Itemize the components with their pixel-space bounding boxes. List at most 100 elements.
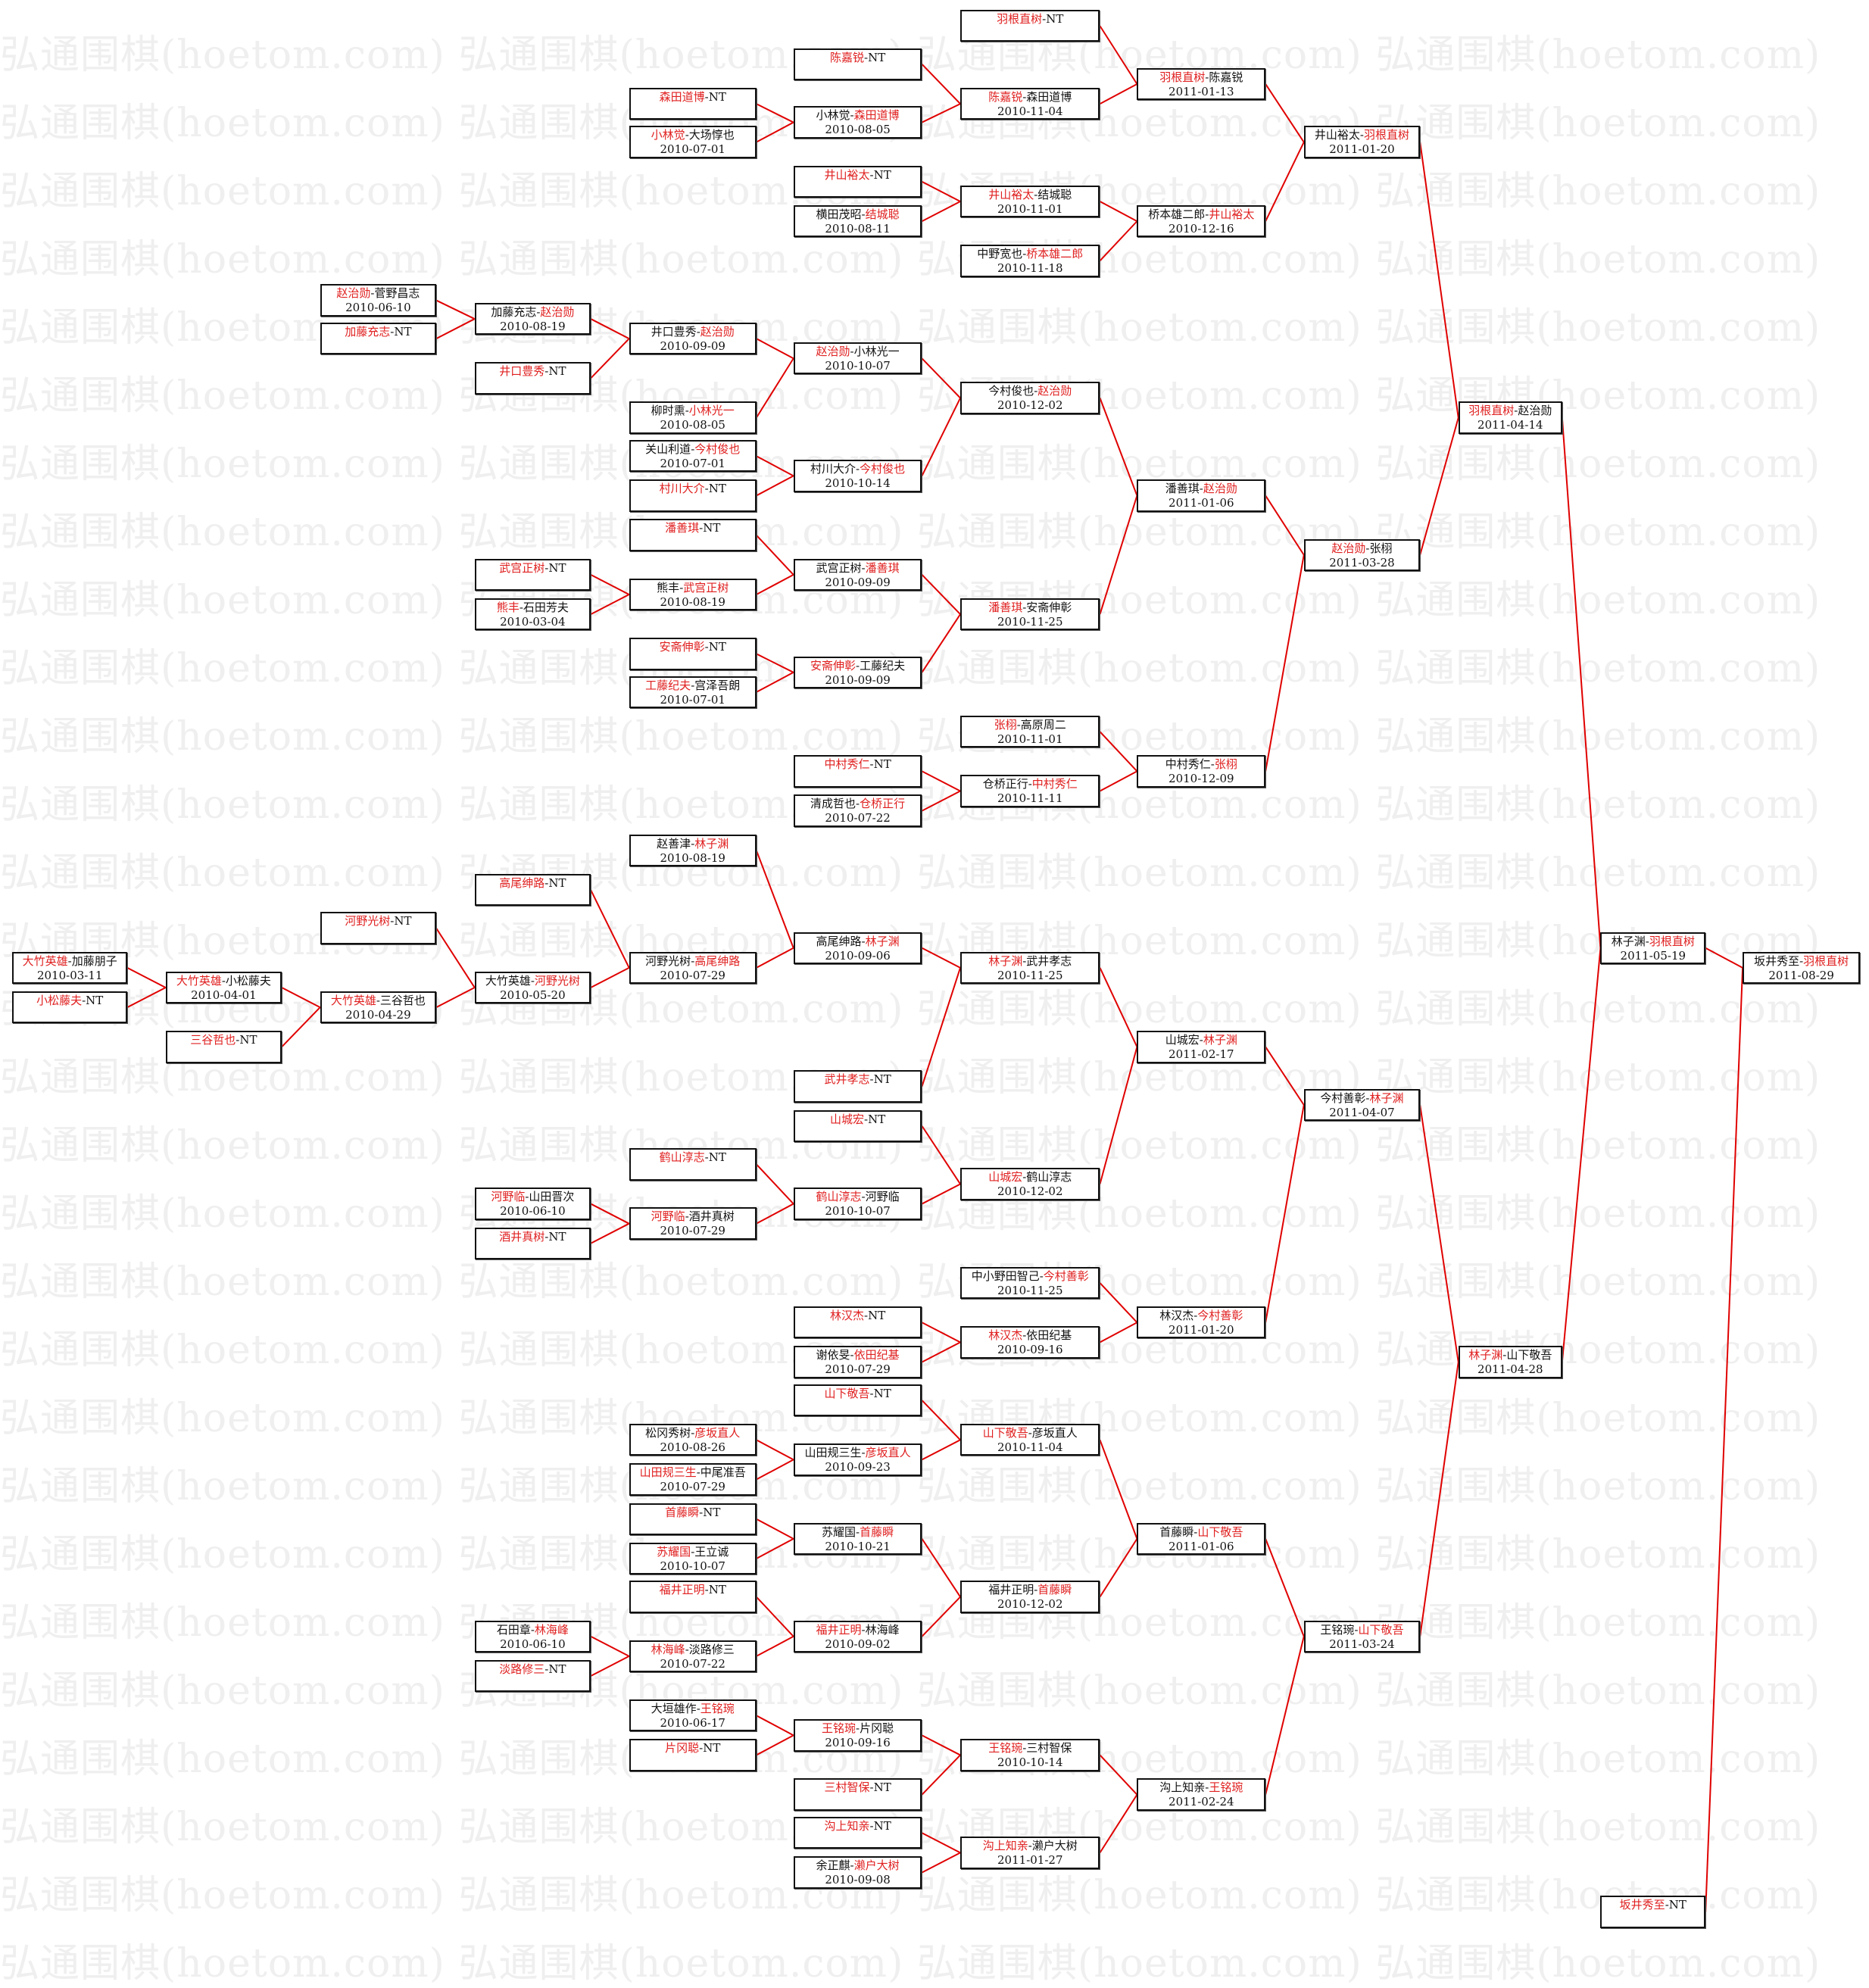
match-box[interactable]: 熊丰-石田芳夫 2010-03-04 <box>474 598 591 631</box>
match-box[interactable]: 加藤充志-NT <box>320 322 437 355</box>
match-box[interactable]: 井口豊秀-NT <box>474 362 591 395</box>
match-box[interactable]: 羽根直树-陈嘉锐 2011-01-13 <box>1137 67 1266 101</box>
match-box[interactable]: 坂井秀至-NT <box>1600 1896 1706 1928</box>
match-box[interactable]: 林子渊-武井孝志 2010-11-25 <box>960 951 1100 985</box>
match-box[interactable]: 首藤瞬-NT <box>629 1503 757 1535</box>
match-box[interactable]: 小松藤夫-NT <box>12 991 128 1024</box>
match-box[interactable]: 三村智保-NT <box>793 1778 922 1811</box>
match-box[interactable]: 山城宏-鹤山淳志 2010-12-02 <box>960 1168 1100 1200</box>
match-box[interactable]: 大竹英雄-小松藤夫 2010-04-01 <box>165 971 282 1004</box>
match-box[interactable]: 山田规三生-彦坂直人 2010-09-23 <box>793 1443 922 1476</box>
match-box[interactable]: 王铭琬-片冈聪 2010-09-16 <box>793 1719 922 1752</box>
match-box[interactable]: 淡路修三-NT <box>474 1659 591 1693</box>
match-box[interactable]: 羽根直树-NT <box>960 10 1100 42</box>
match-box[interactable]: 今村善彰-林子渊 2011-04-07 <box>1303 1088 1421 1122</box>
match-box[interactable]: 中小野田智己-今村善彰 2010-11-25 <box>960 1266 1100 1300</box>
match-box[interactable]: 潘善琪-NT <box>629 519 757 551</box>
match-box[interactable]: 林汉杰-依田纪基 2010-09-16 <box>960 1326 1100 1359</box>
match-box[interactable]: 河野临-山田晋次 2010-06-10 <box>474 1187 591 1220</box>
match-box[interactable]: 赵治勋-张栩 2011-03-28 <box>1303 538 1421 571</box>
player-1: 沟上知亲 <box>1159 1780 1206 1795</box>
match-box[interactable]: 鹤山淳志-NT <box>629 1148 757 1181</box>
match-box[interactable]: 小林觉-森田道博 2010-08-05 <box>793 106 922 139</box>
match-box[interactable]: 柳时熏-小林光一 2010-08-05 <box>629 401 757 434</box>
match-box[interactable]: 沟上知亲-NT <box>793 1817 922 1849</box>
match-box[interactable]: 酒井真树-NT <box>474 1227 591 1259</box>
match-box[interactable]: 高尾绅路-林子渊 2010-09-06 <box>793 932 922 964</box>
match-box[interactable]: 大竹英雄-河野光树 2010-05-20 <box>474 971 591 1004</box>
match-date: 2010-10-14 <box>825 476 891 491</box>
match-box[interactable]: 潘善琪-赵治勋 2011-01-06 <box>1137 479 1266 512</box>
match-box[interactable]: 安斋伸彰-NT <box>629 638 757 670</box>
match-box[interactable]: 井山裕太-NT <box>793 165 922 198</box>
match-box[interactable]: 仓桥正行-中村秀仁 2010-11-11 <box>960 775 1100 807</box>
match-box[interactable]: 福井正明-首藤瞬 2010-12-02 <box>960 1581 1100 1613</box>
match-box[interactable]: 井山裕太-结城聪 2010-11-01 <box>960 185 1100 218</box>
match-box[interactable]: 赵治勋-菅野昌志 2010-06-10 <box>320 284 437 317</box>
match-box[interactable]: 桥本雄二郎-井山裕太 2010-12-16 <box>1137 204 1266 238</box>
match-box[interactable]: 林子渊-羽根直树 2011-05-19 <box>1600 932 1706 964</box>
match-box[interactable]: 王铭琬-三村智保 2010-10-14 <box>960 1739 1100 1771</box>
match-box[interactable]: 片冈聪-NT <box>629 1739 757 1771</box>
match-box[interactable]: 森田道博-NT <box>629 87 757 120</box>
match-box[interactable]: 熊丰-武宫正树 2010-08-19 <box>629 578 757 611</box>
match-box[interactable]: 中村秀仁-张栩 2010-12-09 <box>1137 755 1266 788</box>
match-box[interactable]: 井山裕太-羽根直树 2011-01-20 <box>1303 126 1421 158</box>
match-box[interactable]: 村川大介-NT <box>629 479 757 512</box>
match-box[interactable]: 苏耀国-首藤瞬 2010-10-21 <box>793 1522 922 1556</box>
match-box[interactable]: 小林觉-大场惇也 2010-07-01 <box>629 126 757 158</box>
match-box[interactable]: 赵善津-林子渊 2010-08-19 <box>629 834 757 867</box>
match-box[interactable]: 中野宽也-桥本雄二郎 2010-11-18 <box>960 245 1100 277</box>
match-box[interactable]: 加藤充志-赵治勋 2010-08-19 <box>474 302 591 335</box>
match-box[interactable]: 潘善琪-安斋伸彰 2010-11-25 <box>960 598 1100 631</box>
match-box[interactable]: 山城宏-NT <box>793 1109 922 1142</box>
match-box[interactable]: 武宫正树-潘善琪 2010-09-09 <box>793 558 922 591</box>
match-box[interactable]: 林海峰-淡路修三 2010-07-22 <box>629 1640 757 1673</box>
match-box[interactable]: 坂井秀至-羽根直树 2011-08-29 <box>1743 951 1861 985</box>
match-box[interactable]: 陈嘉锐-森田道博 2010-11-04 <box>960 87 1100 120</box>
match-box[interactable]: 王铭琬-山下敬吾 2011-03-24 <box>1303 1620 1421 1653</box>
match-box[interactable]: 山田规三生-中尾准吾 2010-07-29 <box>629 1463 757 1496</box>
match-box[interactable]: 工藤纪夫-宫泽吾朗 2010-07-01 <box>629 676 757 709</box>
match-box[interactable]: 大竹英雄-三谷哲也 2010-04-29 <box>320 991 437 1024</box>
match-box[interactable]: 关山利道-今村俊也 2010-07-01 <box>629 439 757 473</box>
match-box[interactable]: 武宫正树-NT <box>474 558 591 591</box>
match-box[interactable]: 中村秀仁-NT <box>793 755 922 788</box>
match-box[interactable]: 沟上知亲-王铭琬 2011-02-24 <box>1137 1778 1266 1811</box>
match-box[interactable]: 苏耀国-王立诚 2010-10-07 <box>629 1542 757 1575</box>
match-box[interactable]: 福井正明-NT <box>629 1581 757 1613</box>
match-box[interactable]: 大垣雄作-王铭琬 2010-06-17 <box>629 1699 757 1732</box>
match-box[interactable]: 安斋伸彰-工藤纪夫 2010-09-09 <box>793 656 922 688</box>
match-box[interactable]: 羽根直树-赵治勋 2011-04-14 <box>1458 401 1562 434</box>
match-box[interactable]: 余正麒-濑户大树 2010-09-08 <box>793 1856 922 1889</box>
match-box[interactable]: 林子渊-山下敬吾 2011-04-28 <box>1458 1346 1562 1378</box>
match-box[interactable]: 松冈秀树-彦坂直人 2010-08-26 <box>629 1424 757 1456</box>
player-2: 依田纪基 <box>853 1348 900 1362</box>
match-box[interactable]: 陈嘉锐-NT <box>793 48 922 81</box>
match-box[interactable]: 横田茂昭-结城聪 2010-08-11 <box>793 204 922 238</box>
match-box[interactable]: 清成哲也-仓桥正行 2010-07-22 <box>793 794 922 827</box>
match-box[interactable]: 首藤瞬-山下敬吾 2011-01-06 <box>1137 1522 1266 1556</box>
match-box[interactable]: 今村俊也-赵治勋 2010-12-02 <box>960 382 1100 414</box>
match-box[interactable]: 沟上知亲-濑户大树 2011-01-27 <box>960 1837 1100 1869</box>
match-box[interactable]: 赵治勋-小林光一 2010-10-07 <box>793 342 922 375</box>
match-box[interactable]: 三谷哲也-NT <box>165 1031 282 1063</box>
match-box[interactable]: 山下敬吾-彦坂直人 2010-11-04 <box>960 1424 1100 1456</box>
match-box[interactable]: 林汉杰-今村善彰 2011-01-20 <box>1137 1306 1266 1339</box>
match-box[interactable]: 武井孝志-NT <box>793 1070 922 1103</box>
match-box[interactable]: 林汉杰-NT <box>793 1306 922 1339</box>
match-box[interactable]: 张栩-高原周二 2010-11-01 <box>960 715 1100 748</box>
match-box[interactable]: 山下敬吾-NT <box>793 1384 922 1417</box>
match-box[interactable]: 大竹英雄-加藤朋子 2010-03-11 <box>12 951 128 985</box>
match-box[interactable]: 石田章-林海峰 2010-06-10 <box>474 1620 591 1653</box>
match-box[interactable]: 鹤山淳志-河野临 2010-10-07 <box>793 1187 922 1220</box>
match-box[interactable]: 村川大介-今村俊也 2010-10-14 <box>793 460 922 492</box>
match-box[interactable]: 河野光树-高尾绅路 2010-07-29 <box>629 951 757 985</box>
match-box[interactable]: 福井正明-林海峰 2010-09-02 <box>793 1620 922 1653</box>
match-box[interactable]: 谢依旻-依田纪基 2010-07-29 <box>793 1346 922 1378</box>
match-box[interactable]: 高尾绅路-NT <box>474 873 591 907</box>
match-box[interactable]: 河野临-酒井真树 2010-07-29 <box>629 1207 757 1240</box>
match-box[interactable]: 井口豊秀-赵治勋 2010-09-09 <box>629 322 757 355</box>
match-box[interactable]: 山城宏-林子渊 2011-02-17 <box>1137 1031 1266 1063</box>
match-box[interactable]: 河野光树-NT <box>320 912 437 944</box>
